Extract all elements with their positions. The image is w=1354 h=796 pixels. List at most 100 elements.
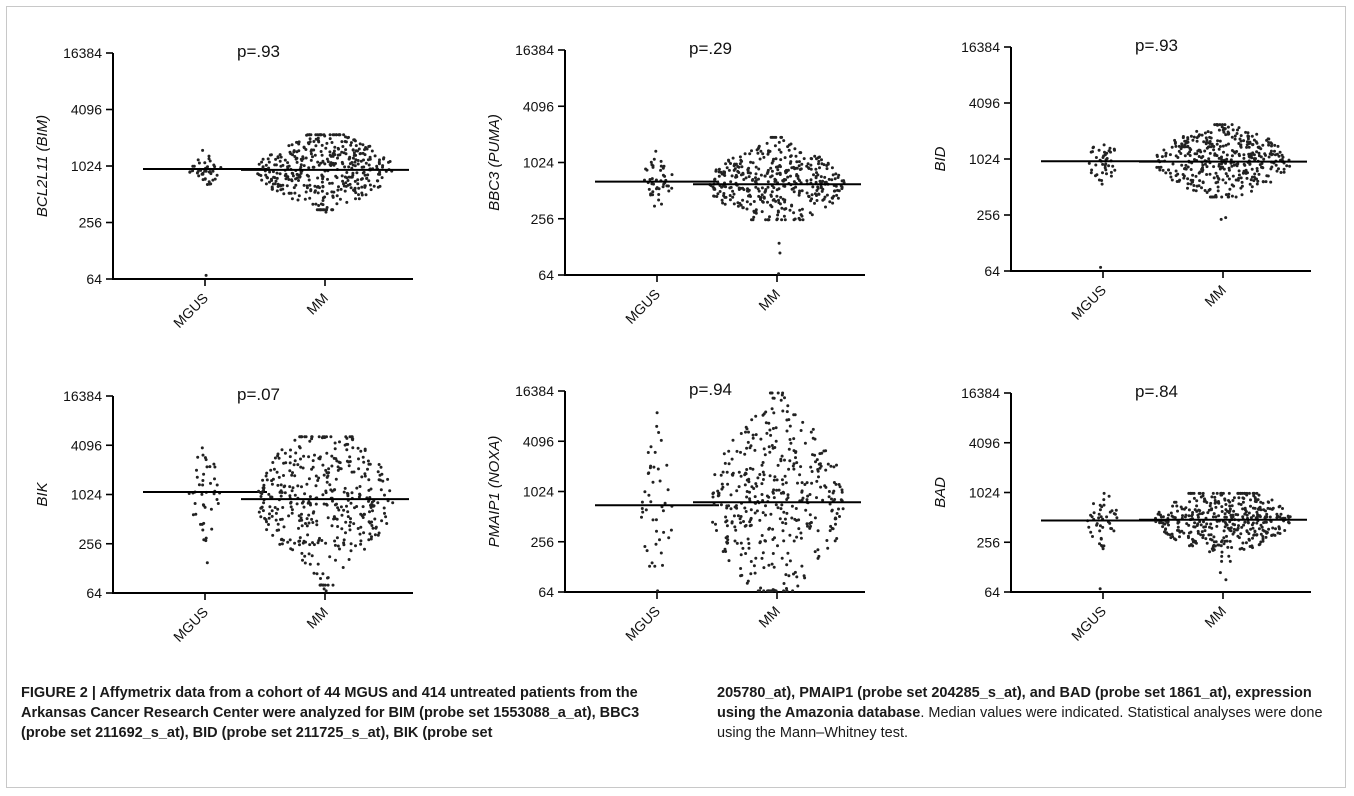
data-point — [342, 184, 346, 188]
data-point — [798, 473, 802, 477]
data-point — [356, 159, 360, 162]
data-point — [1247, 491, 1251, 495]
data-point — [754, 176, 757, 180]
data-point — [349, 517, 352, 521]
data-point — [1087, 525, 1091, 529]
data-point — [815, 458, 819, 462]
data-point — [307, 142, 311, 146]
data-point — [774, 157, 778, 161]
data-point — [792, 437, 796, 441]
data-point — [1234, 528, 1238, 532]
data-point — [1212, 548, 1216, 552]
data-point — [306, 501, 310, 505]
data-point — [352, 151, 356, 155]
figure-frame: 64 256 1024 4096 16384 BCL2L11 (BIM) p=.93 MGUS… — [6, 6, 1346, 788]
data-point — [1219, 493, 1223, 497]
data-point — [335, 536, 339, 540]
data-point — [805, 498, 809, 502]
data-point — [317, 204, 321, 207]
data-point — [1167, 513, 1170, 517]
data-point — [1242, 491, 1246, 495]
data-point — [731, 473, 735, 477]
data-point — [810, 193, 814, 197]
data-point — [823, 175, 827, 179]
data-point — [338, 197, 342, 201]
data-point — [316, 479, 320, 482]
data-point — [311, 459, 315, 463]
y-tick-label: 256 — [531, 211, 555, 227]
data-point — [1254, 497, 1258, 501]
x-tick-label: MGUS — [170, 290, 211, 331]
data-point — [1191, 540, 1195, 544]
data-point — [723, 461, 727, 465]
data-point — [761, 152, 765, 156]
data-point — [281, 506, 285, 509]
data-point — [1207, 141, 1211, 145]
data-point — [1273, 533, 1277, 537]
data-point — [350, 435, 354, 439]
data-point — [1194, 174, 1198, 178]
data-point — [1192, 188, 1196, 192]
data-point — [1187, 523, 1191, 527]
data-point — [343, 189, 347, 193]
data-point — [301, 541, 305, 545]
data-point — [314, 474, 318, 478]
data-point — [652, 182, 655, 186]
data-point — [316, 136, 320, 140]
data-point — [201, 479, 205, 482]
data-point — [209, 507, 213, 511]
data-point — [348, 155, 352, 159]
data-point — [1245, 529, 1249, 533]
data-point — [723, 174, 727, 177]
data-point — [324, 210, 328, 214]
data-point — [1257, 151, 1261, 155]
data-point — [1227, 177, 1231, 181]
data-point — [1249, 178, 1253, 182]
data-point — [1173, 140, 1177, 144]
data-point — [321, 199, 325, 202]
data-point — [1256, 145, 1260, 149]
data-point — [319, 583, 323, 587]
data-point — [268, 170, 272, 174]
data-point — [1195, 524, 1199, 527]
data-point — [331, 133, 335, 137]
data-point — [748, 490, 751, 494]
data-point — [336, 525, 340, 528]
data-point — [294, 451, 298, 455]
data-point — [328, 137, 332, 141]
data-point — [1201, 533, 1205, 537]
data-point — [1270, 533, 1274, 537]
data-point — [363, 185, 367, 189]
data-point — [1247, 532, 1251, 536]
data-point — [283, 451, 287, 455]
data-point — [1278, 150, 1282, 154]
data-point — [332, 151, 336, 155]
data-point — [349, 186, 353, 190]
data-point — [661, 509, 665, 513]
data-point — [1216, 139, 1220, 143]
data-point — [1241, 541, 1245, 545]
data-point — [335, 202, 339, 206]
data-point — [652, 465, 656, 469]
data-point — [312, 148, 316, 152]
data-point — [213, 165, 217, 169]
data-point — [797, 193, 801, 197]
data-point — [197, 161, 201, 165]
data-point — [301, 558, 304, 562]
data-point — [284, 461, 288, 465]
data-point — [1278, 504, 1282, 508]
data-point — [1171, 162, 1175, 166]
data-point — [760, 556, 764, 560]
data-point — [1264, 520, 1268, 524]
data-point — [1205, 173, 1209, 176]
data-point — [768, 474, 772, 478]
data-point — [207, 157, 211, 161]
data-point — [285, 184, 289, 188]
data-point — [303, 561, 307, 565]
data-point — [1183, 166, 1187, 170]
data-point — [761, 200, 764, 203]
data-point — [770, 562, 774, 566]
data-point — [1233, 523, 1237, 527]
data-point — [834, 172, 838, 176]
data-point — [1249, 498, 1252, 502]
